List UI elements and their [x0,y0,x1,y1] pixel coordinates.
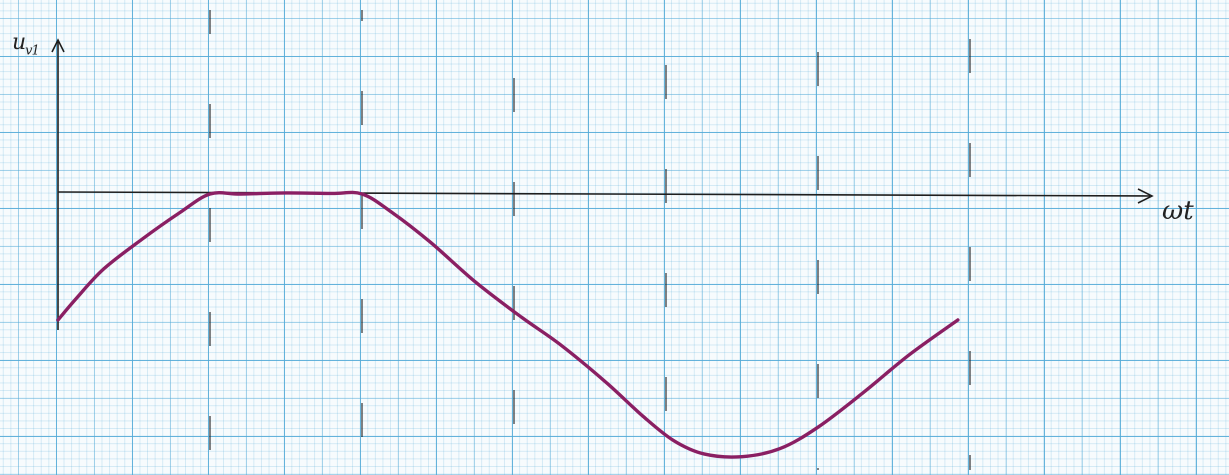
waveform-curve [56,190,960,459]
y-axis-label: uv1 [12,30,40,59]
x-axis-label: ωt [1162,196,1194,226]
x-axis-arrow [1137,188,1154,204]
y-axis-arrow [51,38,65,53]
